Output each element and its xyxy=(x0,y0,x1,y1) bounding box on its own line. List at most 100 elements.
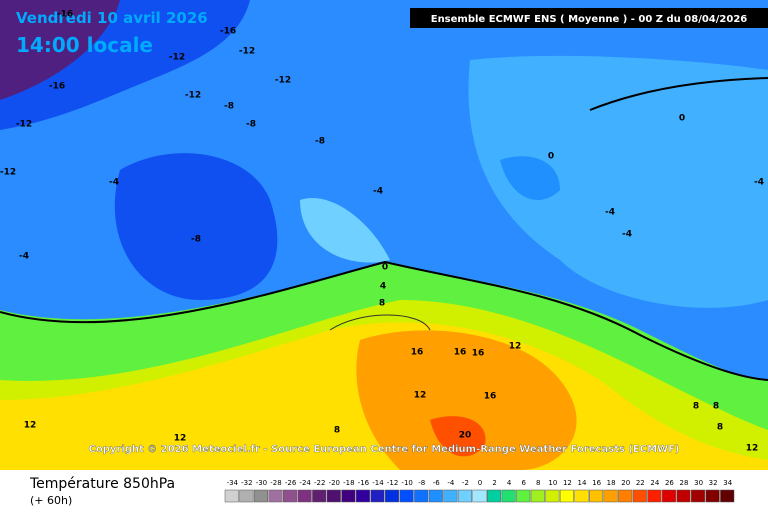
scale-label: 0 xyxy=(478,479,482,487)
contour-label: 8 xyxy=(693,402,699,412)
contour-label: 12 xyxy=(509,342,522,352)
scale-swatch xyxy=(487,489,502,503)
warm-core xyxy=(356,330,577,470)
scale-label: 10 xyxy=(548,479,557,487)
zero-isotherm xyxy=(0,260,768,381)
scale-swatch xyxy=(355,489,370,503)
model-info: Ensemble ECMWF ENS ( Moyenne ) - 00 Z du… xyxy=(431,14,748,25)
scale-swatch xyxy=(632,489,647,503)
contour-label: -12 xyxy=(185,91,201,101)
scale-label: 6 xyxy=(521,479,526,487)
scale-label: -6 xyxy=(433,479,441,487)
scale-label: -4 xyxy=(447,479,455,487)
scale-label: -18 xyxy=(343,479,354,487)
scale-swatch xyxy=(385,489,400,503)
scale-label: -28 xyxy=(270,479,281,487)
scale-label: -26 xyxy=(285,479,297,487)
cold-pool xyxy=(114,153,278,300)
contour-label: -8 xyxy=(191,235,201,245)
time: 14:00 locale xyxy=(16,33,153,57)
scale-swatch xyxy=(443,489,458,503)
scale-label: -34 xyxy=(227,479,239,487)
contour xyxy=(329,314,431,331)
contour-label: 16 xyxy=(411,348,424,358)
scale-label: -8 xyxy=(418,479,425,487)
scale-swatch xyxy=(720,489,735,503)
scale-swatch xyxy=(428,489,443,503)
contour-label: -8 xyxy=(315,137,325,147)
scale-label: 30 xyxy=(694,479,703,487)
scale-swatch xyxy=(399,489,414,503)
scale-label: -16 xyxy=(358,479,370,487)
scale-swatch xyxy=(326,489,341,503)
scale-swatch xyxy=(705,489,720,503)
contour-label: 12 xyxy=(174,434,187,444)
scale-label: 14 xyxy=(578,479,587,487)
cold-core xyxy=(0,0,120,100)
scale-swatch xyxy=(545,489,560,503)
contour-label: -8 xyxy=(224,102,234,112)
contour-label: -16 xyxy=(49,82,65,92)
scale-swatch xyxy=(603,489,618,503)
scale-label: -32 xyxy=(241,479,252,487)
scale-swatch xyxy=(268,489,283,503)
contour-label: -16 xyxy=(57,10,73,20)
scale-swatch xyxy=(618,489,633,503)
scale-label: 20 xyxy=(621,479,630,487)
mild-area xyxy=(300,198,390,263)
scale-swatch xyxy=(472,489,487,503)
scale-swatch xyxy=(297,489,312,503)
scale-swatch xyxy=(224,489,239,503)
scale-swatch xyxy=(516,489,531,503)
contour-label: 12 xyxy=(24,421,37,431)
scale-label: -12 xyxy=(387,479,398,487)
scale-swatch xyxy=(559,489,574,503)
contour-label: -4 xyxy=(605,208,615,218)
contour-label: -12 xyxy=(239,47,255,57)
contour-label: -12 xyxy=(0,168,16,178)
contour-label: 8 xyxy=(717,423,723,433)
scale-swatch xyxy=(239,489,254,503)
contour-label: -4 xyxy=(109,178,119,188)
contour-label: 8 xyxy=(379,299,385,309)
contour-label: 16 xyxy=(472,349,485,359)
scale-swatch xyxy=(676,489,691,503)
scale-label: -30 xyxy=(256,479,267,487)
scale-swatch xyxy=(370,489,385,503)
scale-swatch xyxy=(414,489,429,503)
scale-swatch xyxy=(501,489,516,503)
contour-label: -16 xyxy=(220,27,236,37)
scandi-pool xyxy=(500,156,560,200)
contour-label: 0 xyxy=(382,263,388,273)
scale-label: -10 xyxy=(401,479,412,487)
copyright: Copyright © 2026 Meteociel.fr - Source E… xyxy=(89,444,680,455)
scale-swatch xyxy=(647,489,662,503)
scale-label: 24 xyxy=(650,479,659,487)
scale-label: 28 xyxy=(680,479,689,487)
scale-swatch xyxy=(341,489,356,503)
contour-label: 20 xyxy=(459,431,472,441)
scale-label: 32 xyxy=(709,479,718,487)
scale-swatch xyxy=(574,489,589,503)
contour-label: 12 xyxy=(414,391,427,401)
contour-label: -4 xyxy=(622,230,632,240)
scale-label: -2 xyxy=(462,479,469,487)
contour-label: 16 xyxy=(454,348,467,358)
scale-label: 18 xyxy=(607,479,616,487)
contour-label: -4 xyxy=(19,252,29,262)
scale-label: 12 xyxy=(563,479,572,487)
hot-core xyxy=(430,416,486,457)
scale-swatch xyxy=(457,489,472,503)
footer-lead: (+ 60h) xyxy=(30,494,72,507)
contour-label: 0 xyxy=(679,114,685,124)
scale-swatch xyxy=(691,489,706,503)
scale-label: 4 xyxy=(507,479,512,487)
scale-label: -14 xyxy=(372,479,384,487)
contour-label: -4 xyxy=(373,187,383,197)
date: Vendredi 10 avril 2026 xyxy=(16,9,208,27)
contour-label: -8 xyxy=(246,120,256,130)
scale-swatch xyxy=(530,489,545,503)
contour-label: 4 xyxy=(380,282,386,292)
